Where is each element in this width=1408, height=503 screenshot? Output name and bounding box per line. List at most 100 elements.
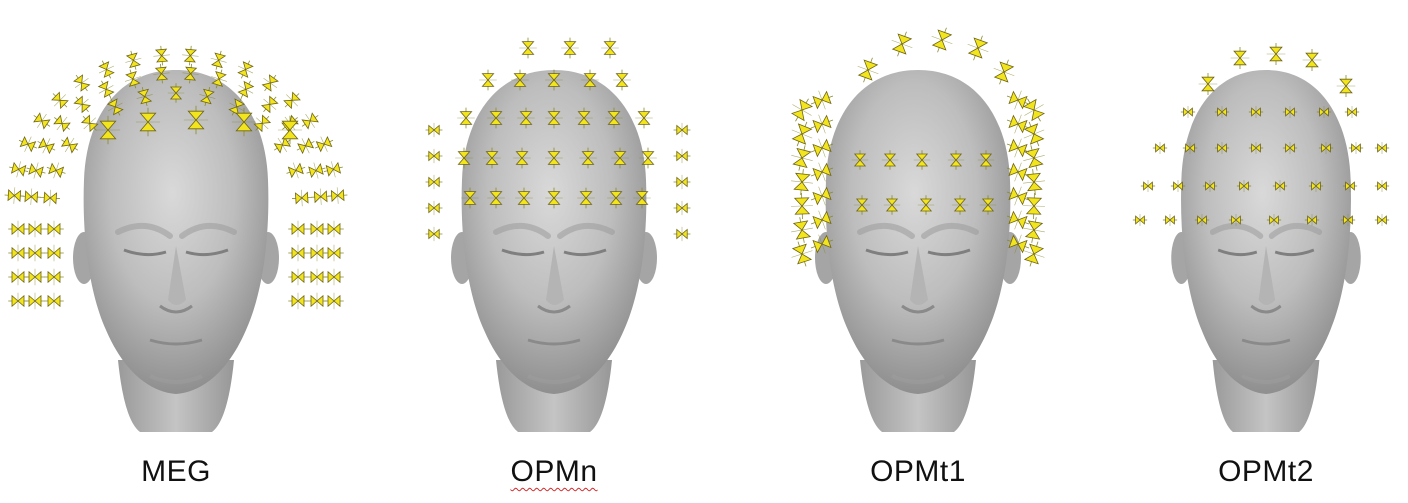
sensor-icon [7,159,30,180]
sensor-icon [8,221,28,238]
sensor-icon [1004,135,1033,162]
sensor-icon [601,38,619,59]
sensor-icon [674,227,691,241]
sensor-icon [288,221,308,238]
panel-label: MEG [0,455,352,489]
sensor-icon [324,293,344,310]
sensor-icon [8,245,28,262]
head-model [815,70,1021,432]
sensor-icon [24,160,47,181]
sensor-icon [788,238,817,270]
sensor-icon [1375,142,1389,154]
panel-opmn: OPMn [378,0,730,503]
panel-label: OPMn [378,455,730,489]
head-figure [378,0,730,440]
head-figure [0,0,352,440]
sensor-icon [426,227,443,241]
sensor-icon [57,133,82,157]
sensor-icon [1337,75,1356,97]
sensor-icon [787,118,817,150]
sensor-icon [674,201,691,215]
sensor-icon [1303,49,1322,71]
sensor-icon [47,88,72,113]
sensor-icon [791,193,814,220]
sensor-icon [279,88,304,113]
panel-opmt2: OPMt2 [1090,0,1408,503]
sensor-icon [304,160,327,181]
sensor-icon [292,189,312,207]
sensor-icon [44,245,64,262]
sensor-icon [44,160,68,182]
panel-label: OPMt1 [742,455,1094,489]
sensor-icon [674,175,691,189]
sensor-icon [25,269,45,286]
sensor-icon [426,175,443,189]
sensor-icon [8,293,28,310]
sensor-icon [29,109,54,134]
sensor-icon [519,38,537,59]
sensor-icon [327,187,347,205]
sensor-icon [70,92,95,118]
sensor-icon [25,245,45,262]
sensor-icon [808,111,837,138]
panel-meg: MEG [0,0,352,503]
sensor-icon [307,293,327,310]
sensor-icon [69,70,94,95]
sensor-icon [284,160,308,182]
sensor-icon [258,70,283,95]
sensor-icon [426,123,443,137]
sensor-icon [635,108,653,129]
sensor-icon [1181,106,1195,118]
sensor-icon [25,221,45,238]
sensor-icon [49,111,75,136]
panel-label: OPMt2 [1090,455,1408,489]
sensor-icon [790,168,815,196]
sensor-icon [208,49,229,72]
sensor-icon [1349,142,1363,154]
sensor-icon [1133,214,1147,226]
sensor-icon [1345,106,1359,118]
sensor-icon [307,269,327,286]
sensor-icon [1267,43,1286,65]
sensor-icon [788,143,816,174]
sensor-icon [95,57,118,82]
sensor-icon [322,159,345,180]
sensor-icon [457,108,475,129]
sensor-icon [927,24,957,56]
sensor-icon [310,188,330,206]
sensor-icon [312,133,337,156]
sensor-icon [288,245,308,262]
head-figure [1090,0,1408,440]
sensor-icon [613,70,631,91]
sensor-icon [426,201,443,215]
sensor-icon [297,109,322,134]
sensor-icon [8,269,28,286]
sensor-icon [153,45,171,66]
sensor-icon [1231,47,1250,69]
sensor-icon [561,38,579,59]
sensor-icon [44,221,64,238]
panel-opmt1: OPMt1 [742,0,1094,503]
sensor-icon [1163,214,1177,226]
sensor-icon [789,215,815,244]
sensor-icon [887,28,917,60]
sensor-icon [181,45,199,66]
sensor-icon [40,189,60,207]
sensor-icon [288,293,308,310]
sensor-icon [963,32,993,64]
sensor-icon [1375,214,1389,226]
sensor-icon [4,187,24,205]
sensor-icon [1153,142,1167,154]
sensor-icon [234,57,257,82]
sensor-icon [324,245,344,262]
sensor-icon [123,49,144,72]
sensor-icon [324,269,344,286]
sensor-icon [34,134,59,157]
sensor-icon [674,149,691,163]
sensor-icon [426,149,443,163]
sensor-icon [1004,111,1033,138]
sensor-icon [278,116,302,145]
sensor-icon [21,188,41,206]
sensor-icon [1375,180,1389,192]
sensor-icon [44,293,64,310]
